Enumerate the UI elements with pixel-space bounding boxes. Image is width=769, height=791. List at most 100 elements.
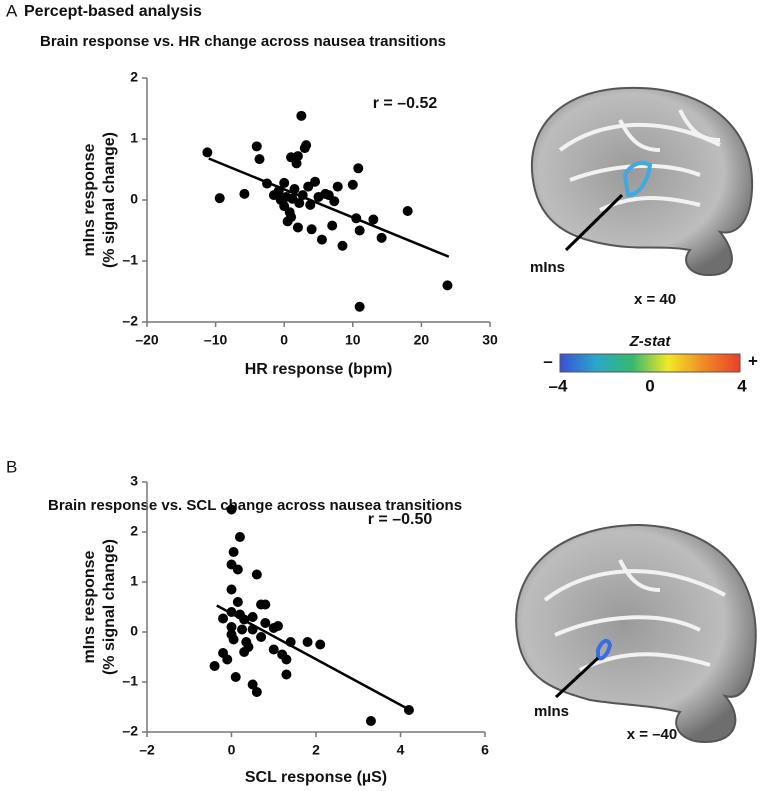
brain-image: mIns x = –40 [515,523,757,744]
point [306,224,317,235]
point [302,637,313,647]
colorbar-plus: + [748,351,758,370]
x-tick-label: 20 [414,332,430,348]
point [285,637,296,647]
point [294,198,305,209]
y-tick-label: –1 [122,673,138,689]
point [365,716,376,726]
point [281,669,292,680]
x-axis-label: SCL response (µS) [245,769,387,786]
x-tick-label: –20 [135,332,159,348]
point [247,624,258,635]
x-tick-label: 6 [481,742,489,758]
point [226,584,237,595]
point [247,679,258,690]
region-label: mIns [530,259,565,276]
point [247,612,258,622]
point [260,618,271,628]
chart-title: Brain response vs. SCL change across nau… [48,497,462,514]
point [239,188,250,199]
scatter-plot: Brain response vs. SCL change across nau… [48,473,489,787]
point [442,280,453,291]
point [376,232,387,243]
point [232,564,243,575]
point [289,184,300,195]
point [251,141,262,152]
heading: Percept-based analysis [24,3,202,20]
slice-label: x = 40 [634,291,676,308]
y-tick-label: 0 [130,191,138,207]
point [296,110,307,121]
point [354,301,365,312]
point [239,614,250,625]
y-tick-label: 2 [130,69,138,85]
point [286,212,297,223]
point [273,185,284,196]
point [279,177,290,188]
fit-line [208,157,450,258]
y-axis-label: mIns response [81,550,98,663]
colorbar-title: Z-stat [629,333,672,350]
point [234,532,245,542]
y-tick-label: 1 [130,130,138,146]
colorbar-minus: – [543,351,552,370]
point [402,205,413,216]
point [251,569,262,580]
colorbar-tick-label: –4 [549,376,568,395]
x-tick-label: 2 [312,742,320,758]
point [222,654,233,665]
point [301,140,312,151]
point [251,687,262,697]
x-tick-label: 0 [280,332,288,348]
point [327,220,338,231]
point [230,672,241,682]
region-label: mIns [534,703,569,720]
point [292,222,303,233]
annotation: r = –0.50 [368,511,433,528]
point [292,151,303,162]
point [403,705,414,715]
point [209,661,220,671]
point [337,240,348,251]
fit-line [216,604,410,711]
point [228,634,239,645]
point [218,613,229,624]
point [237,624,248,635]
y-axis-label: (% signal change) [101,539,118,675]
point [268,644,279,655]
panel-label: A [6,1,18,20]
x-tick-label: –10 [204,332,228,348]
point [228,547,239,557]
point [347,179,358,190]
point [256,632,267,642]
panel-label: B [6,457,17,476]
brain-image: mIns x = 40 [530,86,754,308]
point [332,181,343,192]
colorbar-bar [559,353,741,373]
point [316,234,327,245]
x-tick-label: 30 [482,332,498,348]
chart-title: Brain response vs. HR change across naus… [40,33,446,50]
point [226,622,237,632]
y-tick-label: 2 [130,523,138,539]
y-tick-label: –2 [122,313,138,329]
point [226,504,237,515]
y-tick-label: 1 [130,573,138,589]
x-tick-label: 10 [345,332,361,348]
y-axis-label: mIns response [81,143,98,256]
y-tick-label: –1 [122,252,138,268]
y-tick-label: 3 [130,473,138,489]
slice-label: x = –40 [627,726,677,743]
y-tick-label: 0 [130,623,138,639]
colorbar-tick-label: 0 [645,376,654,395]
point [305,199,316,210]
colorbar: Z-stat – + –4 0 4 [543,333,758,396]
point [310,176,321,187]
point [272,621,283,631]
point [329,196,340,207]
point [202,147,213,158]
x-tick-label: 4 [397,742,405,758]
colorbar-tick-label: 4 [737,376,747,395]
y-tick-label: –2 [122,723,138,739]
